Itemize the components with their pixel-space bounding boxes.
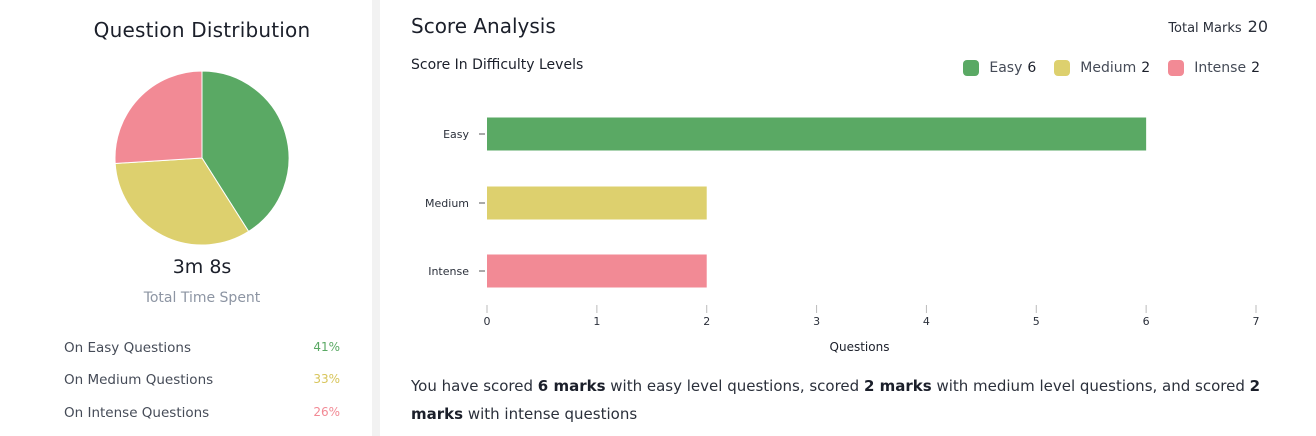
intense-time-label: On Intense Questions — [64, 405, 210, 421]
bar-medium[interactable] — [487, 186, 707, 220]
summary-easy-marks: 6 marks — [537, 377, 606, 395]
legend-item-intense[interactable]: Intense 2 — [1168, 60, 1260, 76]
x-tick-label-1: 1 — [593, 315, 600, 328]
legend-label-easy: Easy — [989, 60, 1023, 76]
pie-slice-medium[interactable] — [114, 157, 250, 246]
legend-label-medium: Medium — [1080, 60, 1137, 76]
summary-medium-marks: 2 marks — [863, 377, 932, 395]
score-analysis-title: Score Analysis — [411, 14, 556, 38]
summary-text-4: with intense questions — [463, 405, 638, 423]
question-distribution-pie-chart — [114, 70, 290, 246]
legend-value-medium: 2 — [1141, 60, 1151, 76]
legend-item-easy[interactable]: Easy 6 — [963, 60, 1036, 76]
easy-time-percent: 41% — [313, 340, 340, 354]
pie-slice-intense[interactable] — [114, 70, 203, 164]
summary-intense-marks: 2 marks — [411, 377, 1261, 423]
x-tick-label-3: 3 — [813, 315, 820, 328]
total-time-value: 3m 8s — [172, 256, 232, 278]
easy-time-label: On Easy Questions — [64, 340, 192, 356]
intense-time-percent: 26% — [313, 405, 340, 419]
easy-time-row: On Easy Questions 41% — [64, 340, 340, 356]
total-marks-value: 20 — [1247, 17, 1268, 36]
x-tick-label-4: 4 — [923, 315, 930, 328]
summary-text-2: with easy level questions, scored — [605, 377, 864, 395]
score-chart-legend: Easy 6 Medium 2 Intense 2 — [963, 60, 1260, 76]
bar-intense[interactable] — [487, 254, 707, 288]
total-time-label: Total Time Spent — [143, 290, 261, 306]
medium-time-percent: 33% — [313, 372, 340, 386]
total-marks: Total Marks 20 — [1168, 17, 1268, 36]
medium-time-row: On Medium Questions 33% — [64, 372, 340, 388]
total-marks-label: Total Marks — [1168, 21, 1242, 36]
x-tick-label-6: 6 — [1143, 315, 1150, 328]
legend-value-easy: 6 — [1027, 60, 1037, 76]
intense-time-row: On Intense Questions 26% — [64, 405, 340, 421]
x-tick-label-2: 2 — [703, 315, 710, 328]
x-tick-label-7: 7 — [1253, 315, 1260, 328]
legend-swatch-easy — [963, 60, 980, 76]
question-distribution-title: Question Distribution — [93, 18, 311, 42]
y-tick-label-easy: Easy — [443, 128, 469, 141]
bar-easy[interactable] — [487, 117, 1147, 151]
summary-text-3: with medium level questions, and scored — [931, 377, 1250, 395]
x-tick-label-0: 0 — [484, 315, 491, 328]
y-tick-label-intense: Intense — [428, 265, 469, 278]
x-tick-label-5: 5 — [1033, 315, 1040, 328]
medium-time-label: On Medium Questions — [64, 372, 214, 388]
legend-item-medium[interactable]: Medium 2 — [1054, 60, 1150, 76]
x-axis-label: Questions — [830, 340, 890, 354]
legend-value-intense: 2 — [1251, 60, 1260, 76]
y-tick-label-medium: Medium — [425, 197, 469, 210]
score-summary: You have scored 6 marks with easy level … — [411, 372, 1281, 428]
summary-text-1: You have scored — [411, 377, 538, 395]
legend-label-intense: Intense — [1194, 60, 1247, 76]
score-chart-subtitle: Score In Difficulty Levels — [411, 57, 584, 73]
legend-swatch-intense — [1168, 60, 1185, 76]
legend-swatch-medium — [1054, 60, 1071, 76]
